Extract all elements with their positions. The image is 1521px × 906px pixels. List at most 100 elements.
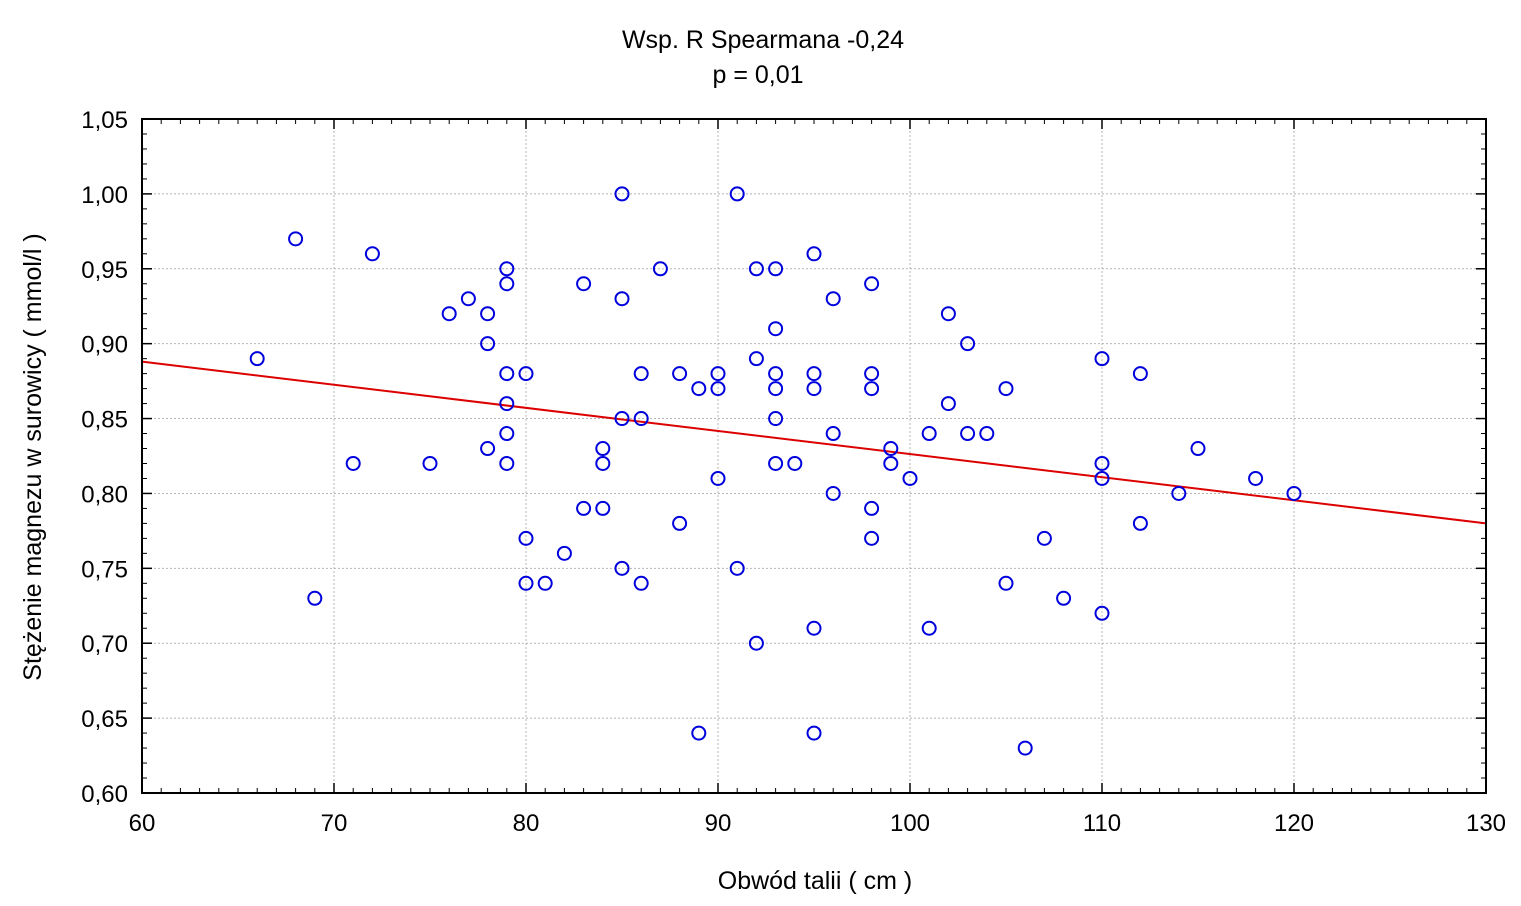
data-point [249, 351, 265, 367]
data-point [288, 231, 304, 247]
data-point [614, 291, 630, 307]
data-point [864, 381, 880, 397]
data-point [940, 306, 956, 322]
data-point [768, 321, 784, 337]
data-point [979, 426, 995, 442]
data-point [595, 455, 611, 471]
data-point [921, 620, 937, 636]
data-point [940, 396, 956, 412]
x-tick-label: 110 [1083, 810, 1121, 837]
y-tick-label: 0,80 [81, 481, 128, 508]
data-point [595, 441, 611, 457]
data-point [518, 366, 534, 382]
data-points [249, 186, 1302, 756]
data-point [1056, 590, 1072, 606]
y-tick-label: 1,00 [81, 182, 128, 209]
data-point [768, 411, 784, 427]
data-point [307, 590, 323, 606]
data-point [1132, 515, 1148, 531]
data-point [614, 411, 630, 427]
data-point [595, 500, 611, 516]
data-point [614, 560, 630, 576]
data-point [480, 306, 496, 322]
data-point [652, 261, 668, 277]
data-point [825, 291, 841, 307]
x-tick-label: 70 [321, 810, 348, 837]
data-point [864, 276, 880, 292]
data-point [768, 455, 784, 471]
x-tick-label: 130 [1466, 810, 1506, 837]
data-point [1132, 366, 1148, 382]
data-point [748, 635, 764, 651]
data-point [1094, 470, 1110, 486]
data-point [1171, 485, 1187, 501]
data-point [902, 470, 918, 486]
data-point [499, 426, 515, 442]
data-point [1017, 740, 1033, 756]
data-point [422, 455, 438, 471]
y-tick-label: 0,70 [81, 631, 128, 658]
data-point [1094, 605, 1110, 621]
data-point [806, 725, 822, 741]
data-point [960, 426, 976, 442]
data-point [864, 530, 880, 546]
data-point [1190, 441, 1206, 457]
data-point [806, 366, 822, 382]
data-point [364, 246, 380, 262]
data-point [1036, 530, 1052, 546]
data-point [1248, 470, 1264, 486]
x-tick-labels: 60 70 80 90 100 110 120 130 [129, 810, 1506, 837]
data-point [576, 276, 592, 292]
y-tick-label: 0,75 [81, 556, 128, 583]
y-tick-label: 0,60 [81, 781, 128, 808]
data-point [499, 276, 515, 292]
data-point [960, 336, 976, 352]
chart-title: Wsp. R Spearmana -0,24 [622, 26, 904, 54]
data-point [787, 455, 803, 471]
y-tick-label: 0,85 [81, 407, 128, 434]
chart-subtitle: p = 0,01 [712, 61, 803, 89]
data-point [768, 261, 784, 277]
y-tick-label: 0,95 [81, 257, 128, 284]
data-point [1094, 351, 1110, 367]
data-point [537, 575, 553, 591]
x-tick-label: 80 [513, 810, 540, 837]
data-point [1286, 485, 1302, 501]
data-point [499, 366, 515, 382]
x-axis-label: Obwód talii ( cm ) [718, 867, 912, 895]
data-point [691, 725, 707, 741]
y-axis-label: Stężenie magnezu w surowicy ( mmol/l ) [19, 233, 47, 680]
data-point [576, 500, 592, 516]
data-point [998, 575, 1014, 591]
y-tick-label: 0,90 [81, 332, 128, 359]
minor-ticks [141, 118, 1487, 794]
data-point [441, 306, 457, 322]
data-point [998, 381, 1014, 397]
regression-line [141, 360, 1487, 525]
data-point [633, 366, 649, 382]
data-point [729, 560, 745, 576]
data-point [633, 411, 649, 427]
data-point [672, 366, 688, 382]
data-point [748, 351, 764, 367]
data-point [480, 441, 496, 457]
data-point [480, 336, 496, 352]
data-point [691, 381, 707, 397]
data-point [710, 381, 726, 397]
y-tick-labels: 0,60 0,65 0,70 0,75 0,80 0,85 0,90 0,95 1,00 1,05 [81, 107, 128, 808]
data-point [499, 261, 515, 277]
data-point [806, 381, 822, 397]
data-point [460, 291, 476, 307]
data-point [518, 530, 534, 546]
x-tick-label: 90 [705, 810, 732, 837]
data-point [1094, 455, 1110, 471]
plot-frame [141, 118, 1487, 794]
data-point [806, 620, 822, 636]
y-tick-label: 0,65 [81, 706, 128, 733]
y-tick-label: 1,05 [81, 107, 128, 134]
x-tick-label: 60 [129, 810, 156, 837]
data-point [768, 366, 784, 382]
x-tick-label: 100 [890, 810, 930, 837]
data-point [710, 366, 726, 382]
